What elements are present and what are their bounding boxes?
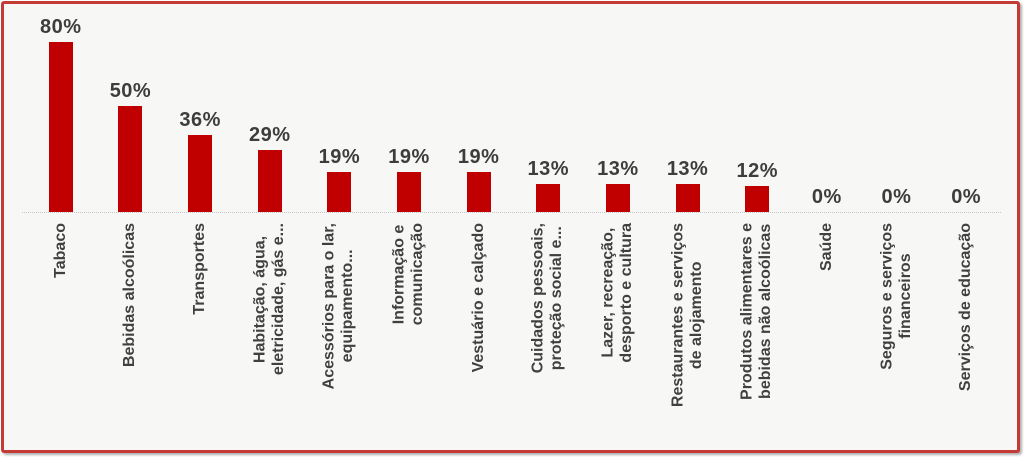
- bar-column: 0%: [862, 4, 932, 212]
- category-cell: Serviços de educação: [931, 213, 1001, 447]
- value-label: 19%: [318, 146, 361, 168]
- category-cell: Cuidados pessoais, proteção social e...: [513, 213, 583, 447]
- value-label: 36%: [179, 109, 221, 131]
- category-label: Habitação, água, eletricidade, gás e...: [251, 223, 287, 376]
- category-label: Acessórios para o lar, equipamento...: [320, 223, 357, 390]
- category-label: Restaurantes e serviços de alojamento: [669, 223, 705, 408]
- bar-column: 80%: [26, 4, 96, 212]
- value-label: 80%: [40, 16, 82, 38]
- value-label: 13%: [666, 158, 709, 180]
- bar: [675, 184, 700, 212]
- bar: [536, 184, 561, 212]
- category-cell: Produtos alimentares e bebidas não alcoó…: [722, 213, 792, 447]
- value-label: 19%: [457, 146, 500, 168]
- category-label: Tabaco: [51, 223, 69, 278]
- bar: [397, 172, 422, 212]
- bar-column: 29%: [235, 4, 305, 212]
- value-label: 13%: [597, 158, 639, 180]
- category-cell: Vestuário e calçado: [444, 213, 514, 447]
- plot-area: 80% 50% 36% 29% 19% 19% 19% 13% 13% 13% 12% 0% 0% 0%: [4, 4, 1017, 212]
- value-label: 0%: [881, 186, 912, 208]
- category-cell: Bebidas alcoólicas: [96, 213, 166, 447]
- bar: [327, 172, 352, 212]
- category-label: Cuidados pessoais, proteção social e...: [529, 223, 566, 374]
- category-cell: Lazer, recreação, desporto e cultura: [583, 213, 653, 447]
- category-cell: Seguros e serviços financeiros: [862, 213, 932, 447]
- bar-column: 19%: [374, 4, 444, 212]
- category-cell: Tabaco: [26, 213, 96, 447]
- category-cell: Informação e comunicação: [374, 213, 444, 447]
- value-label: 12%: [736, 160, 778, 182]
- bar-column: 13%: [653, 4, 723, 212]
- bar-column: 36%: [165, 4, 235, 212]
- bar-column: 12%: [722, 4, 792, 212]
- category-cell: Restaurantes e serviços de alojamento: [653, 213, 723, 447]
- bar: [48, 42, 73, 212]
- bar-column: 13%: [583, 4, 653, 212]
- category-cell: Transportes: [165, 213, 235, 447]
- category-label: Saúde: [817, 223, 835, 272]
- value-label: 0%: [811, 186, 842, 208]
- x-axis-line: [22, 212, 1001, 213]
- category-label: Vestuário e calçado: [469, 223, 487, 373]
- category-cell: Habitação, água, eletricidade, gás e...: [235, 213, 305, 447]
- bar-column: 0%: [792, 4, 862, 212]
- category-label: Bebidas alcoólicas: [121, 223, 139, 368]
- category-cell: Acessórios para o lar, equipamento...: [305, 213, 375, 447]
- value-label: 0%: [951, 186, 982, 208]
- bar-column: 19%: [444, 4, 514, 212]
- bar: [118, 106, 143, 212]
- category-label: Seguros e serviços financeiros: [878, 223, 914, 370]
- bar: [257, 150, 282, 212]
- bar-column: 0%: [931, 4, 1001, 212]
- value-label: 19%: [388, 146, 430, 168]
- value-label: 29%: [248, 124, 291, 146]
- bar: [745, 186, 770, 212]
- category-label: Produtos alimentares e bebidas não alcoó…: [738, 223, 775, 400]
- bar-column: 13%: [513, 4, 583, 212]
- category-cell: Saúde: [792, 213, 862, 447]
- category-label: Informação e comunicação: [390, 223, 427, 326]
- bar-column: 50%: [96, 4, 166, 212]
- bar-column: 19%: [305, 4, 375, 212]
- value-label: 13%: [527, 158, 570, 180]
- value-label: 50%: [109, 80, 152, 102]
- category-labels: Tabaco Bebidas alcoólicas Transportes Habit…: [4, 213, 1017, 447]
- bar: [188, 135, 213, 212]
- category-label: Serviços de educação: [956, 223, 974, 392]
- category-label: Transportes: [190, 223, 208, 315]
- category-label: Lazer, recreação, desporto e cultura: [599, 223, 635, 363]
- bar: [605, 184, 630, 212]
- bar: [466, 172, 491, 212]
